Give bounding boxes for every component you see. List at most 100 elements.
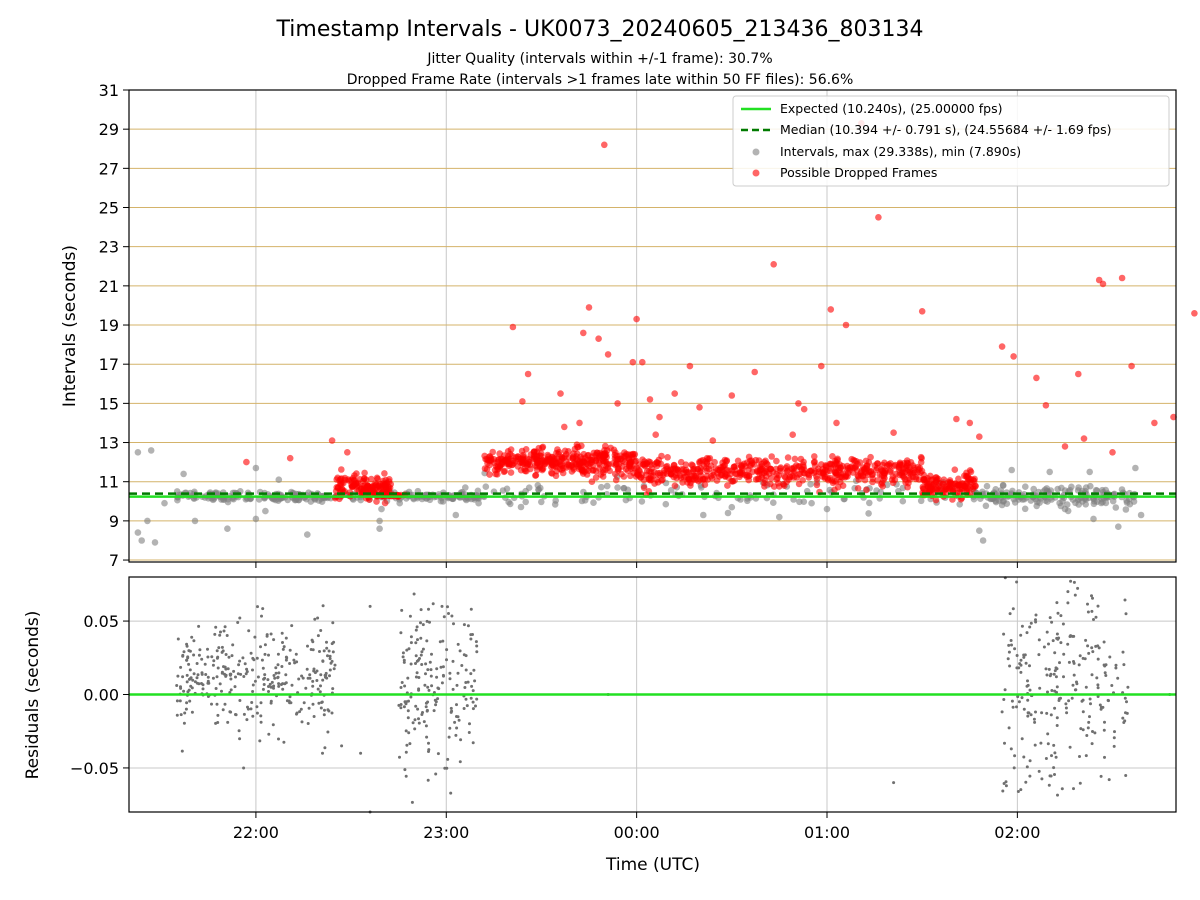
dropped-frame-point	[349, 482, 357, 490]
residual-point	[316, 634, 320, 638]
residual-point	[270, 680, 274, 684]
residual-point	[290, 624, 294, 628]
residual-point	[298, 710, 302, 714]
residual-point	[175, 713, 179, 717]
residual-point	[1096, 683, 1100, 687]
residual-point	[328, 674, 331, 678]
residual-point	[1068, 745, 1072, 749]
dropped-frame-point	[767, 480, 774, 488]
residual-point	[1091, 596, 1094, 600]
residual-point	[1060, 787, 1064, 791]
interval-point	[728, 503, 736, 511]
dropped-frame-point	[853, 466, 861, 474]
residual-point	[321, 659, 325, 663]
dropped-frame-point	[585, 304, 593, 311]
interval-point	[138, 537, 145, 544]
dropped-frame-point	[776, 483, 783, 490]
residual-point	[259, 701, 263, 705]
residual-point	[179, 713, 183, 717]
residual-point	[424, 705, 428, 709]
residual-point	[217, 646, 221, 650]
residual-point	[1002, 782, 1006, 785]
dropped-frame-point	[344, 449, 351, 456]
residual-point	[1009, 639, 1013, 642]
residual-point	[330, 711, 334, 715]
dropped-frame-point	[581, 468, 588, 476]
residual-point	[1076, 586, 1080, 590]
dropped-frame-point	[963, 480, 970, 487]
dropped-frame-point	[867, 453, 874, 461]
interval-point	[1090, 515, 1097, 523]
dropped-frame-point	[558, 461, 566, 468]
interval-point	[1099, 486, 1106, 494]
dropped-frame-point	[673, 465, 681, 473]
residual-point	[327, 649, 331, 653]
residual-point	[436, 686, 440, 690]
residual-point	[1124, 612, 1128, 616]
residual-point	[471, 700, 475, 704]
residual-point	[1033, 720, 1037, 724]
residual-point	[368, 604, 372, 608]
residuals-xtick-label: 23:00	[423, 823, 469, 842]
residual-point	[1016, 790, 1020, 793]
dropped-frame-point	[953, 482, 960, 490]
interval-point	[1086, 468, 1093, 476]
residual-point	[1067, 660, 1071, 664]
residual-point	[1026, 679, 1029, 683]
residual-point	[400, 608, 404, 612]
residual-point	[440, 604, 444, 608]
residual-point	[197, 682, 201, 686]
interval-point	[505, 498, 512, 506]
interval-point	[1137, 511, 1145, 519]
interval-point	[1112, 504, 1120, 511]
residual-point	[232, 669, 236, 673]
residual-point	[1049, 672, 1053, 676]
residual-point	[325, 640, 328, 644]
residual-point	[201, 687, 205, 691]
residual-point	[1125, 700, 1128, 704]
residual-point	[463, 686, 467, 689]
dropped-frame-point	[601, 141, 608, 149]
residual-point	[267, 732, 271, 736]
residual-point	[253, 635, 257, 639]
residual-point	[311, 640, 315, 644]
residual-point	[1026, 698, 1030, 702]
dropped-frame-point	[969, 476, 977, 484]
residual-point	[1096, 604, 1100, 608]
subtitle-dropped-rate: Dropped Frame Rate (intervals >1 frames …	[347, 72, 854, 88]
residual-point	[1113, 730, 1116, 734]
residual-point	[1026, 714, 1030, 718]
residual-point	[1095, 676, 1099, 680]
dropped-frame-point	[531, 462, 539, 469]
dropped-frame-point	[998, 343, 1006, 350]
residual-point	[441, 639, 445, 643]
residual-point	[200, 682, 203, 685]
intervals-ylabel: Intervals (seconds)	[60, 245, 80, 407]
dropped-frame-point	[539, 443, 547, 451]
dropped-frame-point	[827, 465, 835, 472]
dropped-frame-point	[1080, 435, 1088, 442]
dropped-frame-point	[848, 455, 855, 463]
residual-point	[419, 608, 423, 612]
residual-point	[1053, 773, 1056, 776]
interval-point	[1122, 506, 1130, 513]
intervals-ytick-label: 15	[99, 394, 119, 413]
residual-point	[185, 642, 189, 646]
residual-point	[469, 607, 473, 611]
dropped-frame-point	[810, 459, 818, 466]
residual-point	[1015, 654, 1019, 657]
residual-point	[255, 705, 259, 709]
residual-point	[1090, 673, 1094, 677]
dropped-frame-point	[539, 466, 546, 474]
residual-point	[238, 737, 242, 741]
residual-point	[1011, 607, 1015, 611]
legend-expected-label: Expected (10.240s), (25.00000 fps)	[780, 101, 1002, 116]
dropped-frame-point	[832, 478, 840, 485]
residual-point	[403, 684, 407, 688]
residual-point	[236, 672, 240, 676]
dropped-frame-point	[770, 261, 777, 268]
residual-point	[327, 709, 331, 713]
dropped-frame-point	[714, 470, 721, 477]
residual-point	[295, 711, 299, 715]
interval-point	[614, 484, 621, 491]
